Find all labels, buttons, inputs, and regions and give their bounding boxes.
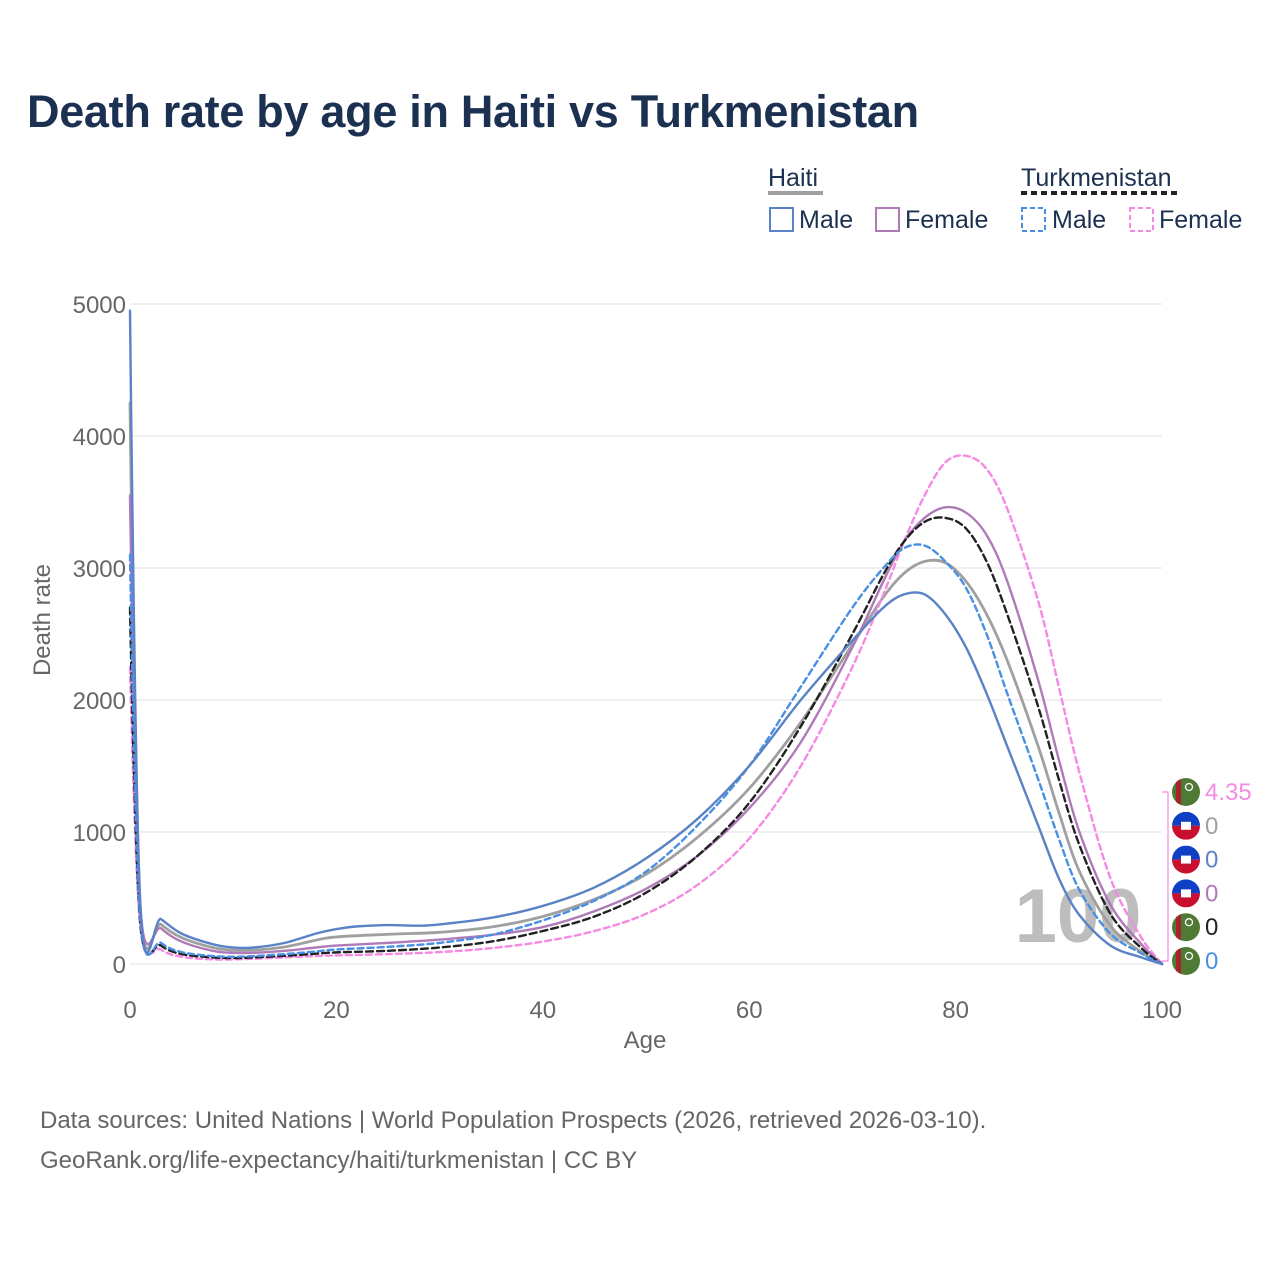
legend-title-haiti: Haiti — [768, 164, 818, 192]
end-label-value: 0 — [1205, 813, 1218, 840]
legend-swatch-haiti-female[interactable] — [875, 207, 900, 232]
x-tick-label: 0 — [123, 997, 136, 1024]
end-label-turkmenistan-total: 0 — [1172, 913, 1218, 942]
x-tick-label: 80 — [942, 997, 969, 1024]
end-label-haiti-male: 0 — [1172, 845, 1218, 874]
y-axis-label: Death rate — [29, 564, 56, 676]
haiti-flag-icon — [1172, 845, 1200, 860]
end-label-haiti-female: 0 — [1172, 879, 1218, 908]
legend-swatch-turk-female[interactable] — [1129, 207, 1154, 232]
haiti-flag-icon — [1172, 811, 1200, 826]
haiti-flag-icon-lower — [1172, 859, 1200, 874]
x-tick-label: 60 — [736, 997, 763, 1024]
turkmenistan-flag-stripe-icon — [1176, 778, 1181, 806]
turkmenistan-flag-stripe-icon — [1176, 913, 1181, 942]
series-line-turkmenistan-male — [128, 543, 1164, 966]
haiti-flag-emblem-icon — [1181, 821, 1191, 830]
x-tick-label: 100 — [1142, 997, 1182, 1024]
end-label-value: 0 — [1205, 914, 1218, 941]
series-lines — [128, 309, 1164, 966]
end-label-haiti-total: 0 — [1172, 811, 1218, 840]
legend-label-turk-male[interactable]: Male — [1052, 206, 1106, 234]
series-line-haiti-total — [128, 401, 1164, 966]
haiti-flag-icon-lower — [1172, 893, 1200, 908]
data-sources: Data sources: United Nations | World Pop… — [40, 1107, 987, 1134]
turkmenistan-flag-crescent-icon — [1184, 918, 1194, 927]
legend-label-turk-female[interactable]: Female — [1159, 206, 1242, 234]
gridlines — [130, 303, 1162, 965]
y-axis-ticks: 0 1000 2000 3000 4000 5000 — [73, 292, 126, 979]
legend-swatch-turk-male[interactable] — [1021, 207, 1046, 232]
legend-label-haiti-female[interactable]: Female — [905, 206, 988, 234]
end-label-value: 0 — [1205, 948, 1218, 975]
haiti-flag-icon — [1172, 879, 1200, 894]
end-label-bracket — [1162, 791, 1169, 962]
source-link[interactable]: GeoRank.org/life-expectancy/haiti/turkme… — [40, 1147, 638, 1174]
x-tick-label: 40 — [529, 997, 556, 1024]
haiti-flag-icon-lower — [1172, 825, 1200, 840]
end-labels: 4.35 0 0 0 0 0 — [1162, 778, 1252, 975]
turkmenistan-flag-crescent-icon — [1184, 782, 1194, 792]
turkmenistan-flag-stripe-icon — [1176, 947, 1181, 975]
end-label-value: 4.35 — [1205, 779, 1252, 806]
y-tick-label: 0 — [113, 952, 126, 979]
chart-title: Death rate by age in Haiti vs Turkmenist… — [27, 86, 919, 137]
legend-title-turkmenistan: Turkmenistan — [1021, 164, 1172, 192]
haiti-flag-emblem-icon — [1181, 889, 1191, 898]
end-label-value: 0 — [1205, 847, 1218, 874]
end-label-value: 0 — [1205, 880, 1218, 907]
y-tick-label: 5000 — [73, 292, 126, 319]
y-tick-label: 4000 — [73, 424, 126, 451]
y-tick-label: 3000 — [73, 556, 126, 583]
series-line-turkmenistan-total — [128, 516, 1164, 966]
legend-group-turkmenistan[interactable]: Turkmenistan Male Female — [1021, 164, 1242, 234]
haiti-flag-emblem-icon — [1181, 855, 1191, 864]
legend[interactable]: Haiti Male Female Turkmenistan Male Fema… — [768, 164, 1242, 234]
y-tick-label: 1000 — [73, 820, 126, 847]
x-axis-ticks: 0 20 40 60 80 100 — [123, 997, 1182, 1024]
legend-group-haiti[interactable]: Haiti Male Female — [768, 164, 988, 234]
series-line-turkmenistan-female — [128, 454, 1164, 965]
series-line-haiti-male — [128, 309, 1164, 966]
legend-swatch-haiti-male[interactable] — [769, 207, 794, 232]
y-tick-label: 2000 — [73, 688, 126, 715]
end-label-turkmenistan-female: 4.35 — [1172, 778, 1252, 806]
x-axis-label: Age — [624, 1027, 667, 1054]
legend-label-haiti-male[interactable]: Male — [799, 206, 853, 234]
x-tick-label: 20 — [323, 997, 350, 1024]
turkmenistan-flag-crescent-icon — [1184, 951, 1194, 961]
end-label-turkmenistan-male: 0 — [1172, 947, 1218, 975]
